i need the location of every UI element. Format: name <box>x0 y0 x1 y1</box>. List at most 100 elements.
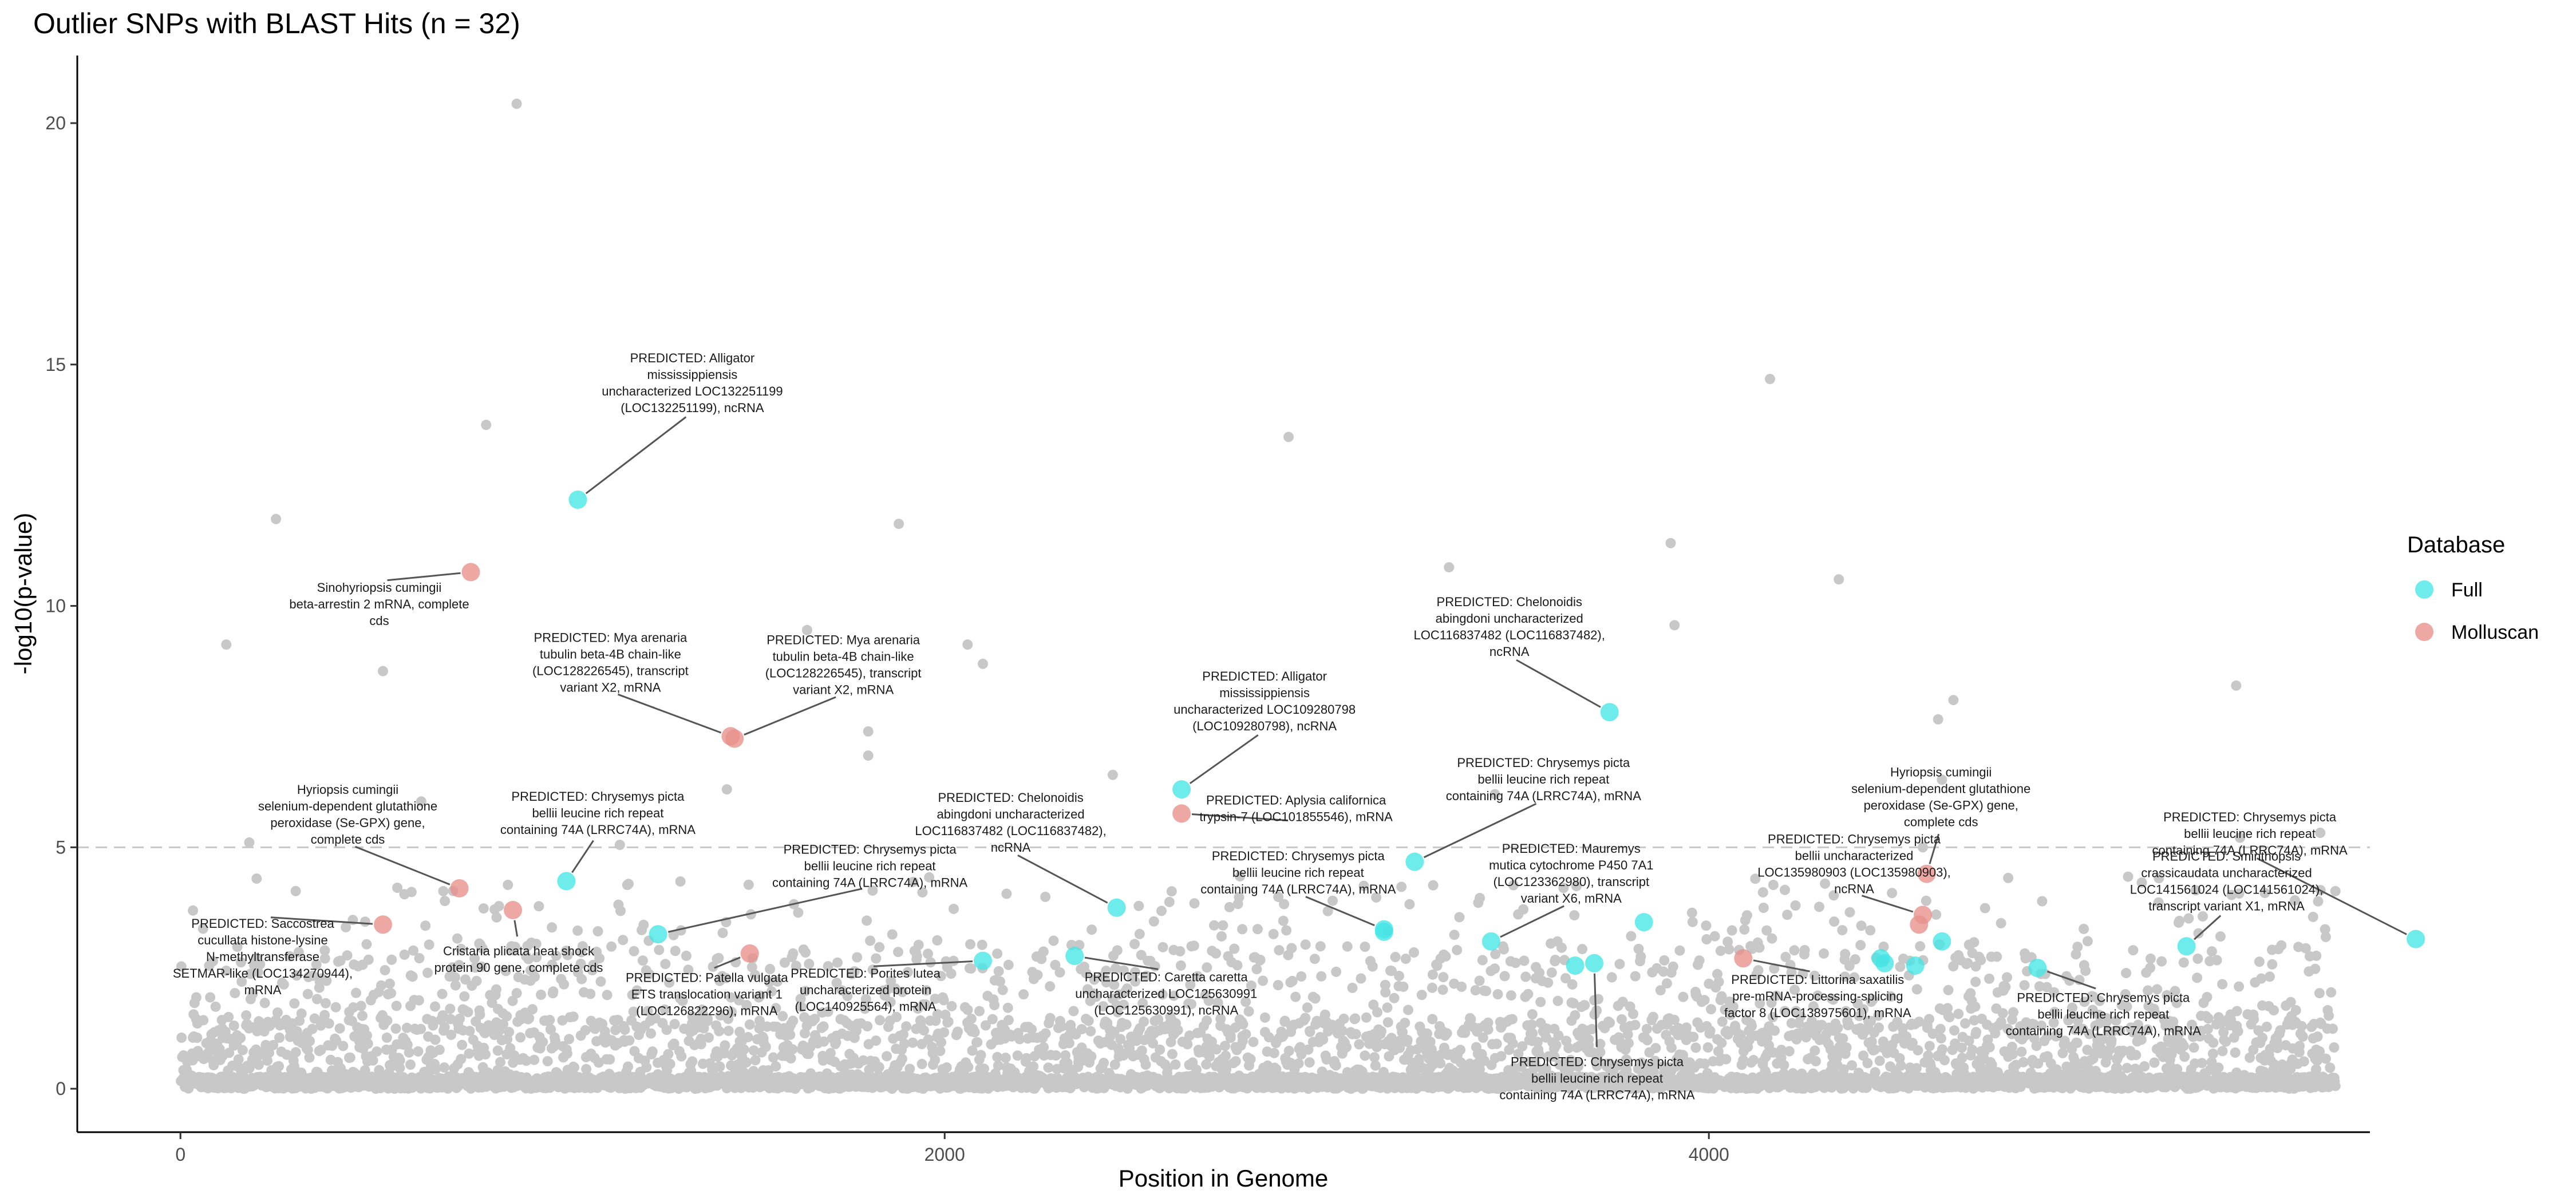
background-point <box>562 1048 572 1059</box>
background-point <box>1224 902 1235 912</box>
background-point <box>1112 945 1123 956</box>
background-point <box>765 964 776 974</box>
background-point <box>1304 1057 1315 1068</box>
background-point <box>1038 1042 1049 1053</box>
background-point <box>1840 948 1851 959</box>
background-point <box>338 1041 349 1051</box>
background-point <box>748 1045 759 1056</box>
background-point <box>1240 1029 1251 1039</box>
background-point <box>1274 945 1285 956</box>
background-point <box>251 873 262 884</box>
background-point <box>1001 888 1012 899</box>
background-point <box>1527 1028 1538 1039</box>
background-point <box>1630 971 1641 982</box>
background-point <box>663 1049 674 1059</box>
background-point <box>459 991 470 1002</box>
background-point <box>1000 1053 1011 1063</box>
background-point <box>1327 895 1338 906</box>
background-point <box>1761 925 1772 936</box>
background-point <box>1153 1014 1164 1025</box>
background-point <box>1531 1062 1542 1073</box>
background-point <box>1668 961 1678 972</box>
background-point <box>1141 970 1152 981</box>
background-point <box>1647 1011 1658 1022</box>
background-point <box>677 995 688 1006</box>
background-point <box>1342 941 1353 952</box>
background-point <box>390 1023 401 1034</box>
background-point <box>319 945 330 956</box>
background-point <box>615 906 626 916</box>
background-point <box>1565 1055 1576 1066</box>
background-point <box>564 1034 575 1045</box>
background-point <box>1996 918 2006 928</box>
background-point <box>1613 1060 1623 1071</box>
background-point <box>593 1057 604 1068</box>
background-point <box>1251 964 1262 975</box>
background-point <box>1460 1027 1471 1038</box>
background-point <box>1569 910 1580 921</box>
background-point <box>904 1063 915 1074</box>
background-point <box>1839 971 1850 982</box>
background-point <box>1573 1058 1584 1069</box>
background-point <box>1455 1057 1466 1067</box>
background-point <box>420 920 431 931</box>
background-point <box>437 989 448 999</box>
background-point <box>1119 965 1129 976</box>
background-point <box>1621 1054 1631 1065</box>
background-point <box>1273 980 1283 991</box>
background-point <box>1748 1055 1759 1066</box>
background-point <box>1175 946 1186 956</box>
background-point <box>669 1019 680 1030</box>
background-point <box>862 915 872 926</box>
background-point <box>898 1029 908 1040</box>
background-point <box>1913 1045 1923 1055</box>
background-point <box>772 976 783 987</box>
background-point <box>274 1033 285 1043</box>
background-point <box>1229 943 1240 954</box>
background-point <box>1112 1007 1123 1018</box>
background-point <box>899 1038 910 1049</box>
background-point <box>1717 1016 1728 1027</box>
background-point <box>1370 1060 1381 1071</box>
background-point <box>1002 1002 1013 1013</box>
background-point <box>1931 909 1942 920</box>
background-point <box>741 999 752 1010</box>
background-point <box>323 1018 334 1029</box>
background-point <box>1558 883 1569 893</box>
background-point <box>887 929 898 940</box>
background-point <box>1658 966 1669 977</box>
background-point <box>595 976 606 987</box>
background-point <box>717 927 728 938</box>
background-point <box>1622 1029 1633 1040</box>
background-point <box>809 1014 820 1025</box>
background-point <box>1838 1033 1848 1044</box>
background-point <box>293 947 304 958</box>
background-point <box>1769 1025 1780 1036</box>
background-point <box>1354 1039 1365 1050</box>
background-point <box>1201 1059 1212 1070</box>
background-point <box>1309 954 1320 964</box>
background-point <box>424 939 434 950</box>
background-point <box>1820 878 1831 889</box>
background-point <box>1953 1009 1964 1019</box>
background-point <box>1259 1012 1270 1023</box>
background-point <box>1838 1064 1849 1075</box>
background-point <box>1642 1035 1653 1046</box>
background-point <box>1769 963 1780 974</box>
background-point <box>742 1031 753 1042</box>
background-point <box>1762 1032 1773 1043</box>
background-point <box>1549 1051 1560 1062</box>
background-point <box>362 1038 373 1049</box>
background-point <box>1630 1019 1641 1030</box>
background-point <box>1402 1034 1413 1045</box>
background-point <box>1937 1044 1947 1055</box>
background-point <box>1532 1037 1543 1047</box>
background-point <box>399 949 410 960</box>
background-point <box>938 995 949 1006</box>
background-point <box>637 955 648 966</box>
background-point <box>1054 967 1065 978</box>
background-point <box>319 953 330 964</box>
background-point <box>1163 1062 1173 1073</box>
background-point <box>1570 1010 1581 1021</box>
